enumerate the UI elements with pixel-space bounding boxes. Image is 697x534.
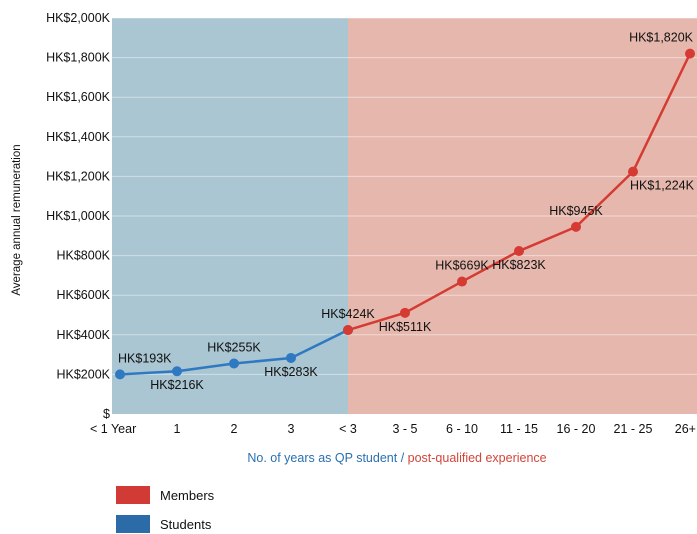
series-points xyxy=(115,48,695,380)
y-tick-label: HK$1,800K xyxy=(46,51,111,65)
gridlines xyxy=(112,17,697,375)
y-tick-label: HK$2,000K xyxy=(46,11,111,25)
data-point-members xyxy=(457,276,467,287)
data-point-students xyxy=(115,369,125,380)
y-axis-ticks: $ HK$200K HK$400K HK$600K HK$800K HK$1,000K HK… xyxy=(46,11,111,421)
y-tick-label: HK$800K xyxy=(56,249,110,263)
data-label: HK$255K xyxy=(207,341,261,355)
data-point-members xyxy=(514,246,524,257)
x-tick-label: 6 - 10 xyxy=(446,422,478,436)
x-tick-label: 11 - 15 xyxy=(500,422,538,436)
data-point-students xyxy=(172,366,182,377)
x-tick-label: < 3 xyxy=(339,422,357,436)
data-point-members xyxy=(571,221,581,232)
data-label: HK$216K xyxy=(150,378,204,392)
x-axis-label-part: / xyxy=(397,451,407,465)
x-tick-label: < 1 Year xyxy=(90,422,136,436)
y-tick-label: HK$400K xyxy=(56,328,110,342)
y-tick-label: HK$1,000K xyxy=(46,209,111,223)
legend-swatch-members xyxy=(116,486,150,504)
x-tick-label: 26+ xyxy=(675,422,696,436)
region-members xyxy=(348,18,697,414)
x-tick-label: 2 xyxy=(231,422,238,436)
data-label: HK$945K xyxy=(549,204,603,218)
legend-label-members: Members xyxy=(160,487,215,503)
legend-item-students: Students xyxy=(116,515,211,533)
data-point-members xyxy=(685,48,695,59)
data-point-members xyxy=(628,166,638,177)
x-axis-label-part: No. of years as QP student xyxy=(247,451,397,465)
data-label: HK$1,820K xyxy=(629,31,694,45)
y-tick-label: $ xyxy=(103,407,110,421)
x-tick-label: 16 - 20 xyxy=(557,422,596,436)
x-axis-label: No. of years as QP student / post-qualif… xyxy=(247,451,546,465)
data-label: HK$424K xyxy=(321,307,375,321)
x-tick-label: 21 - 25 xyxy=(614,422,653,436)
data-point-members xyxy=(343,325,353,336)
legend-item-members: Members xyxy=(116,486,214,504)
data-label: HK$283K xyxy=(264,365,318,379)
background-regions xyxy=(112,18,697,414)
data-label: HK$193K xyxy=(118,351,172,365)
data-point-students xyxy=(286,352,296,363)
y-tick-label: HK$200K xyxy=(56,367,110,381)
x-axis-label-part: post-qualified experience xyxy=(408,451,547,465)
data-label: HK$823K xyxy=(492,258,546,272)
data-label: HK$1,224K xyxy=(630,179,695,193)
data-point-students xyxy=(229,358,239,369)
legend-label-students: Students xyxy=(160,516,212,532)
x-tick-label: 3 - 5 xyxy=(392,422,417,436)
data-label: HK$669K xyxy=(435,259,489,273)
x-tick-label: 1 xyxy=(174,422,181,436)
y-tick-label: HK$600K xyxy=(56,288,110,302)
x-axis-ticks: < 1 Year 1 2 3 < 3 3 - 5 6 - 10 11 - 15 16 - 20 2… xyxy=(90,422,696,436)
y-tick-label: HK$1,600K xyxy=(46,90,111,104)
x-tick-label: 3 xyxy=(288,422,295,436)
y-tick-label: HK$1,200K xyxy=(46,169,111,183)
y-axis-label: Average annual remuneration xyxy=(11,144,23,295)
y-tick-label: HK$1,400K xyxy=(46,130,111,144)
legend-swatch-students xyxy=(116,515,150,533)
data-point-members xyxy=(400,307,410,318)
data-label: HK$511K xyxy=(379,320,432,334)
